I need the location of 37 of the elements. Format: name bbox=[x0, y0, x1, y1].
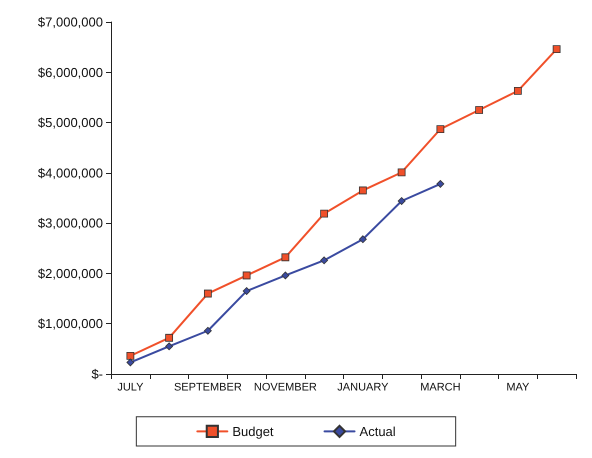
y-tick-label: $6,000,000 bbox=[38, 64, 103, 80]
point bbox=[242, 272, 251, 280]
point bbox=[204, 290, 212, 298]
point bbox=[242, 287, 251, 295]
x-tick-label: MARCH bbox=[420, 382, 461, 394]
point bbox=[126, 352, 134, 360]
point bbox=[398, 197, 406, 205]
point bbox=[320, 210, 328, 218]
x-tick-label: JANUARY bbox=[337, 382, 390, 394]
point bbox=[204, 326, 212, 335]
legend-label: Actual bbox=[360, 424, 396, 439]
y-tick-label: $3,000,000 bbox=[38, 216, 103, 231]
point bbox=[281, 253, 290, 262]
point bbox=[281, 272, 290, 280]
point bbox=[552, 45, 561, 54]
point bbox=[358, 235, 367, 244]
x-tick-label: NOVEMBER bbox=[254, 382, 317, 394]
point bbox=[436, 125, 444, 134]
point bbox=[165, 334, 174, 342]
point bbox=[436, 180, 444, 188]
y-tick-label: $4,000,000 bbox=[38, 165, 103, 180]
point bbox=[475, 106, 484, 114]
x-tick-label: JULY bbox=[117, 382, 144, 394]
point bbox=[398, 168, 406, 176]
y-tick-label: $2,000,000 bbox=[38, 266, 103, 281]
y-tick-label: $5,000,000 bbox=[38, 115, 103, 130]
y-tick-label: $7,000,000 bbox=[38, 14, 103, 30]
legend-label: Budget bbox=[232, 424, 274, 439]
x-tick-label: SEPTEMBER bbox=[174, 382, 242, 394]
x-tick-label: MAY bbox=[506, 382, 530, 394]
point bbox=[514, 86, 522, 95]
point bbox=[126, 358, 134, 366]
y-tick-label: $1,000,000 bbox=[38, 316, 103, 332]
point bbox=[165, 342, 174, 350]
point bbox=[320, 256, 328, 264]
y-tick-label: $- bbox=[91, 366, 103, 382]
point bbox=[358, 186, 367, 194]
